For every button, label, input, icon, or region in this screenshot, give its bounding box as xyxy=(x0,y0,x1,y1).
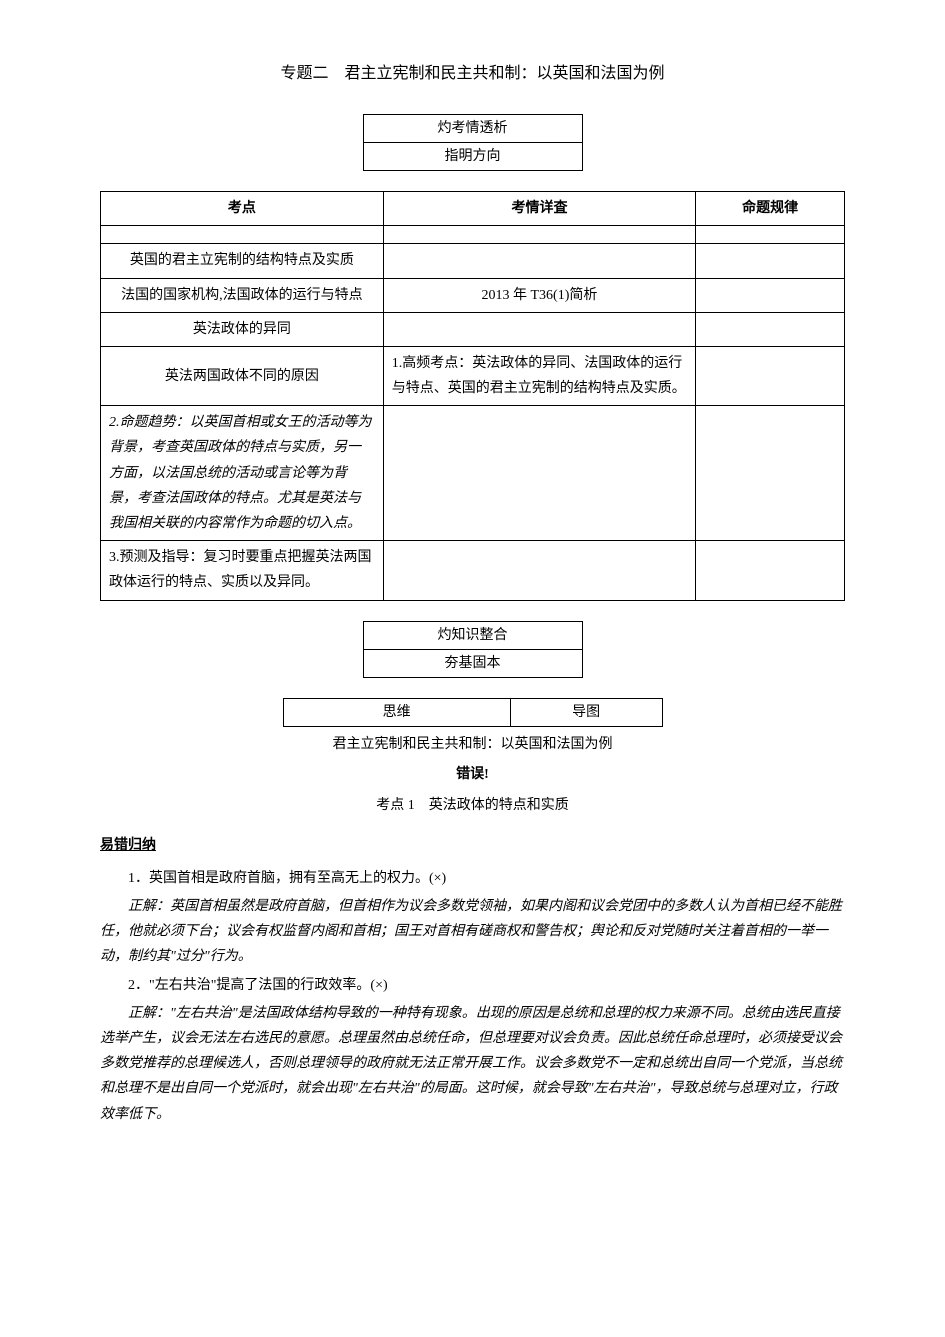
cell-rule xyxy=(696,278,845,312)
cell-detail xyxy=(383,406,695,541)
cell-detail xyxy=(383,312,695,346)
cell-detail xyxy=(383,541,695,600)
item-2-statement: 2．"左右共治"提高了法国的行政效率。(×) xyxy=(100,973,845,998)
header-topic: 考点 xyxy=(101,192,384,226)
section-box-1-line2: 指明方向 xyxy=(363,142,583,171)
page-title: 专题二 君主立宪制和民主共和制：以英国和法国为例 xyxy=(100,60,845,89)
table-row: 英法政体的异同 xyxy=(101,312,845,346)
item-1-explanation: 正解：英国首相虽然是政府首脑，但首相作为议会多数党领袖，如果内阁和议会党团中的多… xyxy=(100,894,845,970)
table-row: 英法两国政体不同的原因 1.高频考点：英法政体的异同、法国政体的运行与特点、英国… xyxy=(101,346,845,405)
cell-detail xyxy=(383,244,695,278)
cell-topic: 英法两国政体不同的原因 xyxy=(101,346,384,405)
cell-rule xyxy=(696,406,845,541)
section-box-2-line1: 灼知识整合 xyxy=(363,621,583,649)
header-rules: 命题规律 xyxy=(696,192,845,226)
header-details: 考情详査 xyxy=(383,192,695,226)
cell-detail: 2013 年 T36(1)简析 xyxy=(383,278,695,312)
table-row: 3.预测及指导：复习时要重点把握英法两国政体运行的特点、实质以及异同。 xyxy=(101,541,845,600)
error-label: 错误! xyxy=(100,762,845,787)
cell-empty xyxy=(383,226,695,244)
item-2-explanation: 正解："左右共治"是法国政体结构导致的一种特有现象。出现的原因是总统和总理的权力… xyxy=(100,1001,845,1127)
cell-trend: 2.命题趋势：以英国首相或女王的活动等为背景，考查英国政体的特点与实质，另一方面… xyxy=(101,406,384,541)
exam-analysis-table: 考点 考情详査 命题规律 英国的君主立宪制的结构特点及实质 法国的国家机构,法国… xyxy=(100,191,845,600)
cell-empty xyxy=(101,226,384,244)
cell-rule xyxy=(696,346,845,405)
cell-rule xyxy=(696,541,845,600)
mindmap-subtitle: 君主立宪制和民主共和制：以英国和法国为例 xyxy=(100,732,845,757)
cell-detail: 1.高频考点：英法政体的异同、法国政体的运行与特点、英国的君主立宪制的结构特点及… xyxy=(383,346,695,405)
topic-heading: 考点 1 英法政体的特点和实质 xyxy=(100,793,845,818)
section-box-2-line2: 夯基固本 xyxy=(363,649,583,678)
mindmap-cell-2: 导图 xyxy=(510,698,663,727)
section-box-1: 灼考情透析 指明方向 xyxy=(363,114,583,171)
cell-rule xyxy=(696,244,845,278)
cell-prediction: 3.预测及指导：复习时要重点把握英法两国政体运行的特点、实质以及异同。 xyxy=(101,541,384,600)
error-section-title: 易错归纳 xyxy=(100,833,845,858)
section-box-1-line1: 灼考情透析 xyxy=(363,114,583,142)
cell-empty xyxy=(696,226,845,244)
section-box-2: 灼知识整合 夯基固本 xyxy=(363,621,583,678)
table-row: 2.命题趋势：以英国首相或女王的活动等为背景，考查英国政体的特点与实质，另一方面… xyxy=(101,406,845,541)
table-row-empty xyxy=(101,226,845,244)
cell-topic: 法国的国家机构,法国政体的运行与特点 xyxy=(101,278,384,312)
table-header-row: 考点 考情详査 命题规律 xyxy=(101,192,845,226)
cell-rule xyxy=(696,312,845,346)
table-row: 英国的君主立宪制的结构特点及实质 xyxy=(101,244,845,278)
cell-topic: 英国的君主立宪制的结构特点及实质 xyxy=(101,244,384,278)
cell-topic: 英法政体的异同 xyxy=(101,312,384,346)
table-row: 法国的国家机构,法国政体的运行与特点 2013 年 T36(1)简析 xyxy=(101,278,845,312)
mindmap-cell-1: 思维 xyxy=(283,698,510,727)
mindmap-box: 思维 导图 xyxy=(283,698,663,727)
item-1-statement: 1．英国首相是政府首脑，拥有至高无上的权力。(×) xyxy=(100,866,845,891)
